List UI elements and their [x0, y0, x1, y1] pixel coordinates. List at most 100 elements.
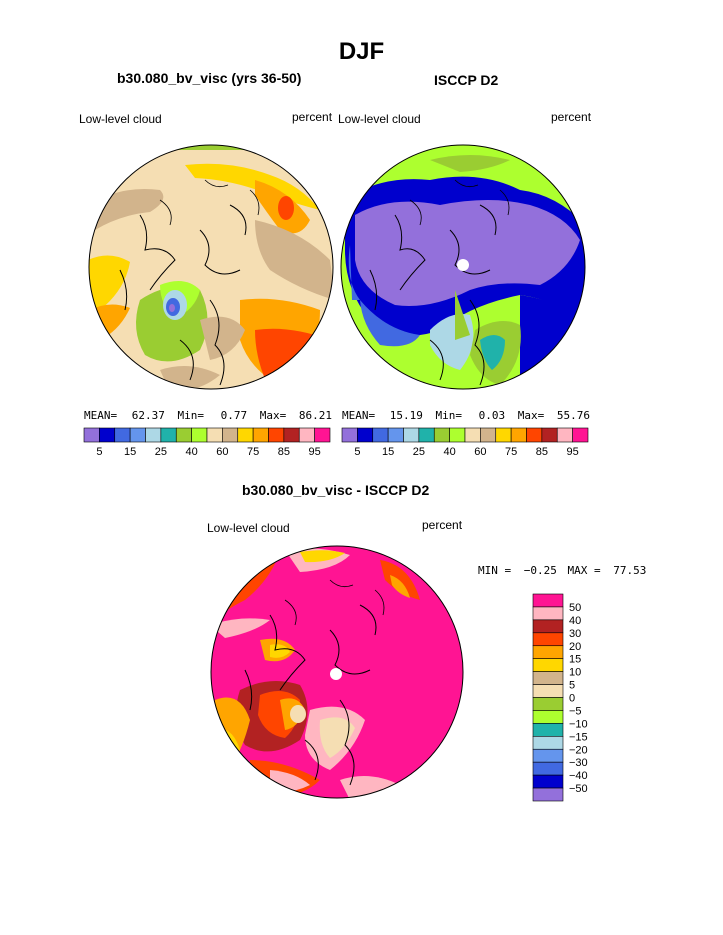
colorbar-diff-tick-label: 0: [569, 693, 575, 705]
colorbar-diff-tick-label: 50: [569, 602, 581, 614]
colorbar-diff-tick-label: −5: [569, 705, 582, 717]
colorbar-b-swatch: [433, 427, 450, 443]
colorbar-diff-swatch: [532, 684, 564, 698]
colorbar-diff-swatch: [532, 748, 564, 763]
panel-a-min: 0.77: [220, 409, 248, 422]
panel-b-max-label: Max=: [517, 409, 545, 422]
colorbar-diff-tick-label: 30: [569, 628, 581, 640]
colorbar-a-tick-label: 5: [96, 446, 102, 458]
colorbar-b-swatch: [341, 427, 358, 443]
colorbar-a-swatch: [83, 427, 100, 443]
panel-a-left-label: Low-level cloud: [79, 112, 162, 126]
colorbar-diff-swatch: [532, 671, 564, 685]
panel-c-stats: MIN = −0.25 MAX = 77.53: [478, 564, 646, 577]
colorbar-b-tick-label: 40: [444, 446, 456, 458]
colorbar-diff-swatch: [532, 632, 564, 647]
panel-b-min: 0.03: [478, 409, 506, 422]
colorbar-a-swatch: [160, 427, 177, 443]
colorbar-b-swatch: [387, 427, 404, 443]
panel-b-stats: MEAN= 15.19 Min= 0.03 Max= 55.76: [342, 409, 590, 422]
panel-b-min-label: Min=: [435, 409, 463, 422]
colorbar-b-swatch: [495, 427, 512, 443]
colorbar-diff-tick-label: −20: [569, 744, 588, 756]
panel-b-mean: 15.19: [389, 409, 423, 422]
colorbar-a-swatch: [99, 427, 116, 443]
panel-a-max: 86.21: [298, 409, 332, 422]
colorbar-diff-tick-label: 40: [569, 615, 581, 627]
colorbar-b-swatch: [541, 427, 558, 443]
colorbar-diff-swatch: [532, 736, 564, 750]
panel-c-min-label: MIN =: [478, 564, 512, 577]
colorbar-diff-tick-label: 20: [569, 641, 581, 653]
colorbar-diff-tick-label: −15: [569, 731, 588, 743]
colorbar-diff-swatch: [532, 787, 564, 802]
panel-a-map: [89, 145, 333, 389]
colorbar-a-tick-label: 95: [309, 446, 321, 458]
colorbar-diff-tick-label: −10: [569, 718, 588, 730]
colorbar-b-tick-label: 25: [413, 446, 425, 458]
panel-b-right-label: percent: [551, 110, 592, 124]
colorbar-a-tick-label: 25: [155, 446, 167, 458]
colorbar-a-tick-label: 60: [216, 446, 228, 458]
panel-a-right-label: percent: [292, 110, 333, 124]
colorbar-diff-swatch: [532, 645, 564, 659]
panel-a-title: b30.080_bv_visc (yrs 36-50): [117, 70, 302, 86]
colorbar-diff-swatch: [532, 658, 564, 672]
colorbar-a-swatch: [191, 427, 208, 443]
colorbar-b-swatch: [357, 427, 374, 443]
colorbar-b-swatch: [556, 427, 573, 443]
colorbar-diff-tick-label: −30: [569, 757, 588, 769]
panel-a-min-label: Min=: [177, 409, 205, 422]
panel-b-title: ISCCP D2: [434, 72, 499, 88]
colorbar-panel-a: 5 15 25 40 60 75 85 95: [83, 427, 331, 458]
colorbar-diff-swatch: [532, 606, 564, 621]
colorbar-b-tick-label: 15: [382, 446, 394, 458]
colorbar-b-swatch: [372, 427, 389, 443]
panel-b-map: [341, 145, 585, 389]
colorbar-b-tick-label: 95: [567, 446, 579, 458]
panel-c-title: b30.080_bv_visc - ISCCP D2: [242, 482, 430, 498]
colorbar-diff-swatch: [532, 774, 564, 789]
panel-b-left-label: Low-level cloud: [338, 112, 421, 126]
colorbar-a-swatch: [283, 427, 300, 443]
colorbar-b-tick-label: 5: [354, 446, 360, 458]
colorbar-diff-swatch: [532, 723, 564, 737]
colorbar-a-swatch: [129, 427, 146, 443]
colorbar-b-swatch: [480, 427, 497, 443]
colorbar-a-tick-label: 40: [186, 446, 198, 458]
colorbar-a-swatch: [298, 427, 315, 443]
colorbar-a-swatch: [222, 427, 239, 443]
colorbar-diff-tick-label: 15: [569, 654, 581, 666]
panel-c-right-label: percent: [422, 518, 463, 532]
colorbar-b-swatch: [403, 427, 420, 443]
colorbar-b-tick-label: 60: [474, 446, 486, 458]
panel-c-max: 77.53: [613, 564, 647, 577]
colorbar-b-swatch: [418, 427, 435, 443]
panel-c-left-label: Low-level cloud: [207, 521, 290, 535]
colorbar-a-tick-label: 85: [278, 446, 290, 458]
colorbar-diff-swatch: [532, 761, 564, 776]
colorbar-a-swatch: [175, 427, 192, 443]
colorbar-diff-swatch: [532, 593, 564, 608]
colorbar-diff-swatch: [532, 697, 564, 711]
panel-a-stats: MEAN= 62.37 Min= 0.77 Max= 86.21: [84, 409, 332, 422]
colorbar-a-swatch: [206, 427, 223, 443]
colorbar-a-swatch: [268, 427, 285, 443]
colorbar-panel-b: 5 15 25 40 60 75 85 95: [341, 427, 589, 458]
colorbar-diff-swatch: [532, 710, 564, 724]
panel-c-max-label: MAX =: [567, 564, 601, 577]
colorbar-diff-swatch: [532, 619, 564, 634]
colorbar-a-swatch: [237, 427, 254, 443]
panel-a-mean-label: MEAN=: [84, 409, 118, 422]
panel-c-map: [211, 546, 463, 798]
colorbar-a-tick-label: 75: [247, 446, 259, 458]
panel-a-max-label: Max=: [259, 409, 287, 422]
colorbar-diff-tick-label: 10: [569, 667, 581, 679]
colorbar-b-swatch: [510, 427, 527, 443]
colorbar-a-swatch: [314, 427, 331, 443]
colorbar-a-swatch: [114, 427, 131, 443]
colorbar-b-swatch: [449, 427, 466, 443]
colorbar-b-swatch: [572, 427, 589, 443]
